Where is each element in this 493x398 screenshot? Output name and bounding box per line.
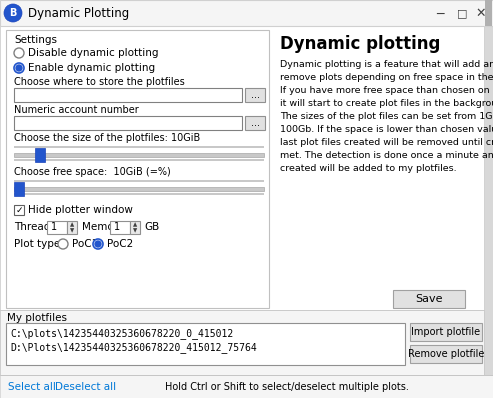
Bar [14,116,242,130]
Text: Memory: Memory [82,222,124,232]
Bar [14,146,264,148]
Circle shape [14,48,24,58]
Bar [245,116,265,130]
Text: last plot files created will be removed until criteria are: last plot files created will be removed … [280,138,493,147]
Circle shape [95,241,101,247]
Text: Numeric account number: Numeric account number [14,105,139,115]
Bar [393,290,465,308]
Bar [67,221,77,234]
Bar [14,153,264,157]
Text: it will start to create plot files in the background.: it will start to create plot files in th… [280,99,493,108]
Text: B: B [9,8,17,18]
Bar [245,88,265,102]
Text: If you have more free space than chosen on drive: If you have more free space than chosen … [280,86,493,95]
Text: My plotfiles: My plotfiles [7,313,67,323]
Text: The sizes of the plot files can be set from 1Gb to: The sizes of the plot files can be set f… [280,112,493,121]
Bar [410,345,482,363]
Bar [14,182,24,196]
Text: Plot type:: Plot type: [14,239,64,249]
Circle shape [58,239,68,249]
Text: ...: ... [250,90,259,100]
Circle shape [16,65,22,71]
Text: Import plotfile: Import plotfile [412,327,481,337]
Bar [6,30,269,308]
Text: remove plots depending on free space in the drive.: remove plots depending on free space in … [280,73,493,82]
Text: Remove plotfile: Remove plotfile [408,349,484,359]
Text: Save: Save [415,294,443,304]
Text: PoC1: PoC1 [72,239,98,249]
Bar [130,221,140,234]
Text: Select all: Select all [8,382,56,392]
Text: ✕: ✕ [476,6,486,20]
Bar [0,0,493,26]
Text: ─: ─ [436,8,444,21]
Text: Threads: Threads [14,222,56,232]
Bar [14,187,264,191]
Bar [14,159,264,161]
Text: Enable dynamic plotting: Enable dynamic plotting [28,63,155,73]
Text: Disable dynamic plotting: Disable dynamic plotting [28,48,159,58]
Bar [410,323,482,341]
Bar [47,221,67,234]
Bar [35,148,45,162]
Text: Choose free space:  10GiB (=%): Choose free space: 10GiB (=%) [14,167,171,177]
Text: 1: 1 [114,222,120,232]
Bar [485,0,492,26]
Bar [0,26,484,310]
Text: Choose the size of the plotfiles: 10GiB: Choose the size of the plotfiles: 10GiB [14,133,200,143]
Bar [14,193,264,195]
Bar [0,375,493,398]
Text: ▼: ▼ [70,228,74,234]
Text: Dynamic Plotting: Dynamic Plotting [28,6,129,20]
Circle shape [4,4,22,22]
Bar [14,180,264,182]
Text: Dynamic plotting is a feature that will add and: Dynamic plotting is a feature that will … [280,60,493,69]
Text: met. The detection is done once a minute and files: met. The detection is done once a minute… [280,151,493,160]
Circle shape [14,63,24,73]
Bar [14,88,242,102]
Text: C:\plots\14235440325360678220_0_415012: C:\plots\14235440325360678220_0_415012 [10,328,233,339]
Text: Dynamic plotting: Dynamic plotting [280,35,440,53]
Text: created will be added to my plotfiles.: created will be added to my plotfiles. [280,164,457,173]
Text: PoC2: PoC2 [107,239,133,249]
Text: Hold Ctrl or Shift to select/deselect multiple plots.: Hold Ctrl or Shift to select/deselect mu… [165,382,409,392]
Text: □: □ [457,8,467,18]
Text: Settings: Settings [14,35,57,45]
Text: Choose where to store the plotfiles: Choose where to store the plotfiles [14,77,185,87]
Bar [6,323,405,365]
Text: ...: ... [250,118,259,128]
Text: Hide plotter window: Hide plotter window [28,205,133,215]
Circle shape [93,239,103,249]
Bar [14,205,24,215]
Bar [0,310,484,375]
Text: Deselect all: Deselect all [55,382,116,392]
Bar [110,221,130,234]
Text: D:\Plots\14235440325360678220_415012_75764: D:\Plots\14235440325360678220_415012_757… [10,343,257,353]
Text: ▼: ▼ [133,228,137,234]
Text: GB: GB [144,222,159,232]
Text: 1: 1 [51,222,57,232]
Text: ▲: ▲ [133,222,137,228]
Text: ▲: ▲ [70,222,74,228]
Bar [484,0,493,398]
Text: 100Gb. If the space is lower than chosen value the: 100Gb. If the space is lower than chosen… [280,125,493,134]
Text: ✓: ✓ [15,205,23,215]
